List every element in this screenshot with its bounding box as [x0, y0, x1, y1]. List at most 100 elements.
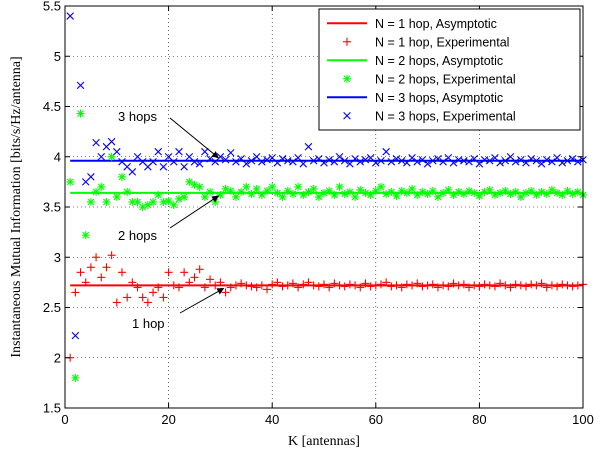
data-point — [371, 281, 380, 290]
data-point — [242, 159, 251, 168]
data-point — [288, 279, 297, 288]
data-point — [76, 109, 85, 118]
data-point — [294, 283, 303, 292]
data-point — [356, 157, 365, 166]
data-point — [387, 282, 396, 291]
data-point — [221, 184, 230, 193]
data-point — [320, 158, 328, 167]
x-tick-label: 100 — [572, 412, 594, 427]
annotation-label: 1 hop — [132, 316, 165, 331]
data-point — [294, 182, 303, 191]
data-point — [263, 155, 271, 164]
data-point — [159, 163, 168, 171]
data-point — [200, 192, 209, 201]
data-point — [418, 155, 427, 164]
data-point — [283, 186, 292, 195]
data-point — [485, 156, 494, 165]
legend-item: N = 3 hops, Asymptotic — [327, 91, 503, 105]
data-point — [294, 153, 302, 162]
data-point — [470, 281, 479, 290]
data-point — [444, 185, 453, 194]
data-point — [211, 281, 220, 290]
data-point — [563, 186, 572, 195]
data-point — [226, 283, 235, 292]
data-point — [335, 152, 344, 161]
data-point — [117, 268, 126, 277]
data-point — [465, 157, 473, 166]
legend-box — [318, 8, 581, 131]
data-point — [315, 154, 323, 163]
data-point — [273, 158, 282, 167]
data-point — [537, 159, 546, 168]
data-point — [263, 285, 272, 294]
data-point — [418, 282, 427, 291]
data-point — [169, 200, 178, 209]
y-tick-label: 2.5 — [43, 300, 61, 315]
data-point — [547, 281, 556, 290]
data-point — [351, 192, 360, 201]
data-point — [242, 182, 251, 191]
data-point — [372, 158, 380, 167]
data-point — [501, 281, 510, 290]
data-point — [226, 186, 235, 195]
legend-label: N = 2 hops, Experimental — [375, 72, 516, 86]
data-point — [278, 192, 287, 201]
data-point — [361, 155, 370, 164]
annotations: 3 hops 2 hops 1 hop — [118, 109, 225, 331]
data-point — [485, 281, 494, 290]
data-point — [102, 263, 111, 272]
data-point — [71, 331, 80, 340]
data-point — [377, 156, 385, 165]
data-point — [97, 273, 106, 282]
data-point — [154, 147, 163, 156]
x-tick-label: 80 — [472, 412, 486, 427]
x-axis-label: K [antennas] — [288, 434, 360, 449]
data-point — [288, 189, 297, 198]
data-point — [195, 265, 204, 274]
legend-marker-swatch — [343, 111, 351, 120]
data-point — [113, 147, 121, 156]
data-point — [216, 190, 225, 199]
data-point — [190, 273, 199, 282]
data-point — [563, 156, 572, 165]
data-point — [263, 186, 272, 195]
data-point — [149, 288, 158, 297]
data-point — [490, 282, 499, 291]
data-point — [268, 280, 277, 289]
data-point — [335, 182, 344, 191]
data-point — [428, 156, 437, 165]
data-point — [231, 192, 240, 201]
legend-item: N = 2 hops, Asymptotic — [327, 54, 503, 68]
data-point — [314, 282, 323, 291]
data-point — [361, 279, 370, 288]
data-point — [402, 188, 411, 197]
data-point — [558, 190, 567, 199]
data-point — [532, 156, 541, 165]
data-point — [154, 190, 163, 199]
data-point — [289, 157, 297, 166]
data-point — [392, 191, 401, 200]
data-point — [247, 189, 256, 198]
data-point — [107, 137, 116, 146]
data-point — [428, 280, 437, 289]
data-point — [351, 281, 360, 290]
data-point — [475, 282, 484, 291]
data-point — [480, 280, 489, 289]
y-axis-label: Instantaneous Mutual Information [bits/s… — [9, 56, 24, 357]
data-point — [128, 278, 137, 287]
data-point — [309, 156, 318, 165]
data-point — [309, 184, 318, 193]
data-point — [206, 275, 215, 284]
data-point — [237, 187, 246, 196]
data-point — [123, 293, 132, 302]
data-point — [206, 187, 215, 196]
data-point — [309, 281, 318, 290]
data-point — [252, 184, 261, 193]
data-point — [496, 279, 505, 288]
data-point — [351, 154, 359, 163]
data-point — [278, 154, 287, 163]
x-tick-label: 60 — [369, 412, 383, 427]
data-point — [511, 280, 520, 289]
data-point — [397, 156, 406, 165]
